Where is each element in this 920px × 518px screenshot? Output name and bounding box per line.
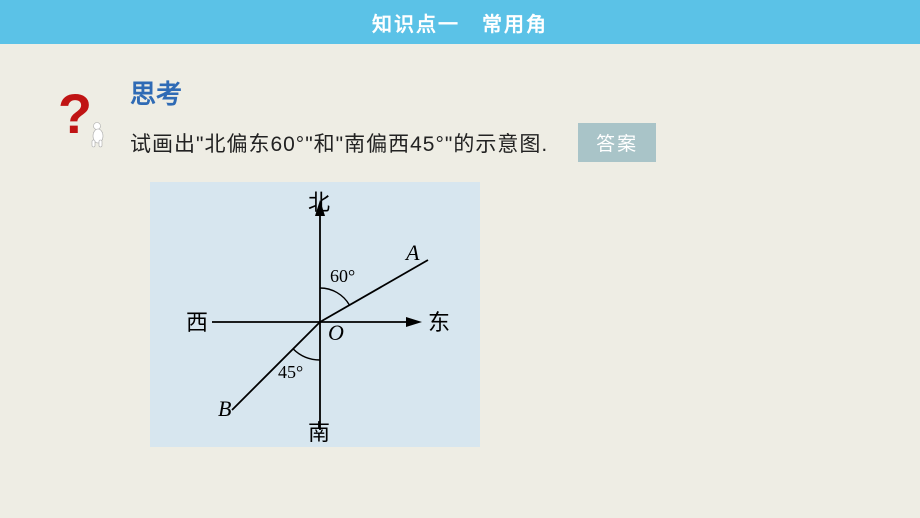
answer-button[interactable]: 答案 [578, 123, 656, 162]
east-arrowhead [406, 317, 422, 327]
compass-diagram: 北 南 东 西 O A B 60° 45° [150, 182, 480, 447]
diagram-svg: 北 南 东 西 O A B 60° 45° [150, 182, 480, 447]
west-label: 西 [186, 310, 208, 335]
header-title: 知识点一 常用角 [372, 8, 548, 37]
point-b-label: B [218, 396, 231, 421]
question-mark-icon: ? [58, 86, 92, 142]
header-bar: 知识点一 常用角 [0, 0, 920, 44]
south-label: 南 [308, 420, 330, 445]
north-label: 北 [308, 190, 330, 215]
ray-b [232, 322, 320, 410]
angle-60-text: 60° [330, 266, 355, 286]
section-title: 思考 [130, 74, 880, 111]
arc-45 [293, 349, 320, 360]
prompt-row: 试画出"北偏东60°"和"南偏西45°"的示意图. 答案 [130, 123, 880, 162]
prompt-text: 试画出"北偏东60°"和"南偏西45°"的示意图. [130, 128, 548, 158]
angle-45-text: 45° [278, 362, 303, 382]
origin-label: O [328, 320, 344, 345]
point-a-label: A [404, 240, 420, 265]
person-figure-icon [90, 122, 110, 148]
east-label: 东 [428, 310, 450, 335]
question-icon: ? [40, 74, 110, 154]
content-area: ? 思考 试画出"北偏东60°"和"南偏西45°"的示意图. 答案 [0, 44, 920, 467]
text-column: 思考 试画出"北偏东60°"和"南偏西45°"的示意图. 答案 [130, 74, 880, 447]
arc-60 [320, 288, 349, 305]
